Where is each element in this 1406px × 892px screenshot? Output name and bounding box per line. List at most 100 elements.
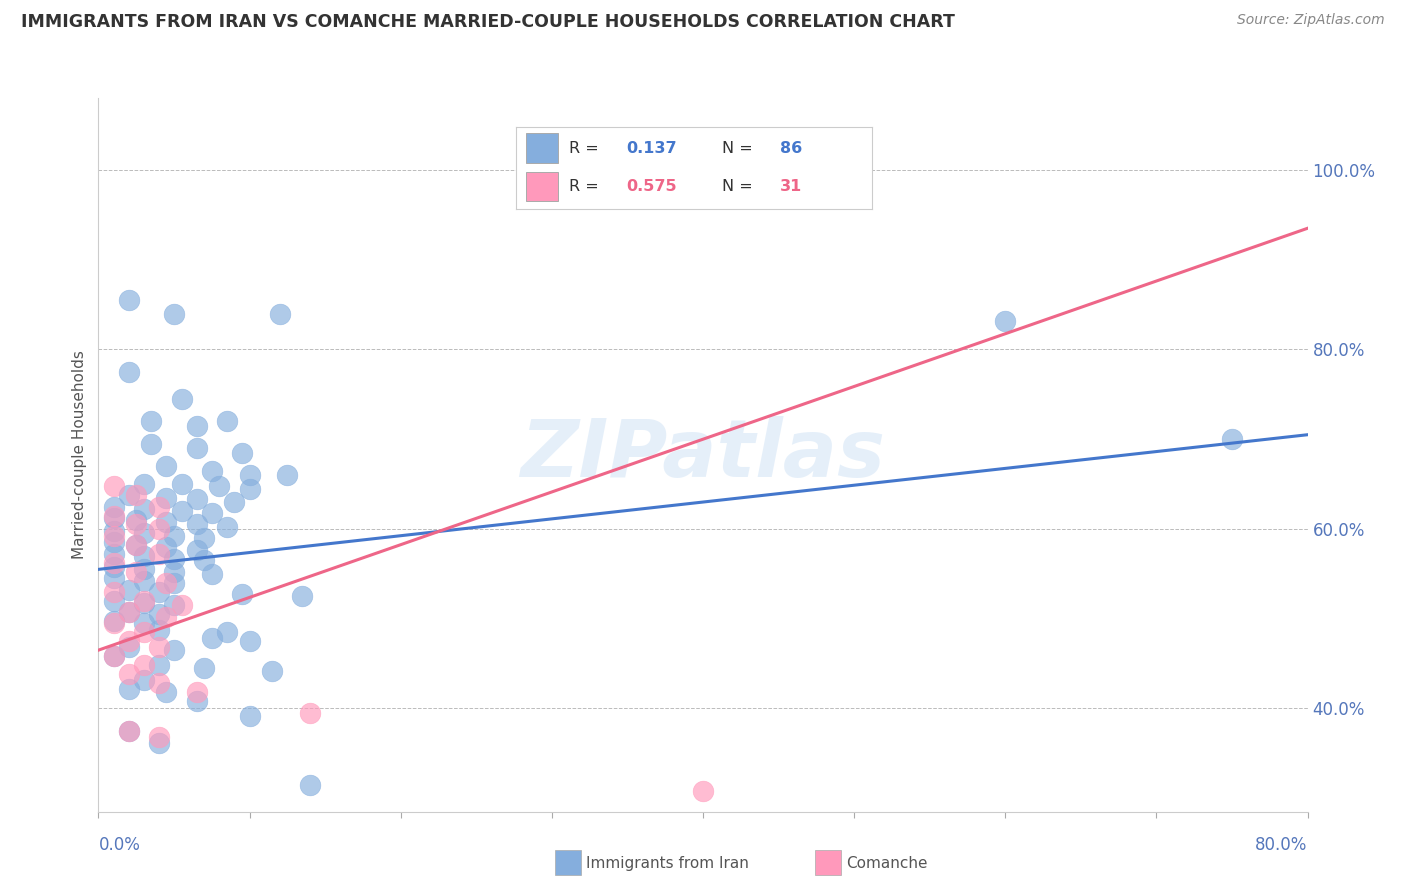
Point [186, 418, 208, 433]
Point [186, 685, 208, 699]
Point [163, 575, 186, 590]
Point [103, 529, 125, 543]
Point [155, 515, 177, 529]
Point [215, 414, 238, 428]
Point [186, 517, 208, 532]
Point [155, 575, 177, 590]
Point [132, 625, 155, 640]
Point [186, 492, 208, 507]
Point [125, 513, 148, 527]
Point [208, 479, 231, 493]
Point [155, 610, 177, 624]
Text: 0.0%: 0.0% [98, 836, 141, 854]
Point [148, 584, 170, 599]
Point [148, 676, 170, 690]
Point [132, 477, 155, 491]
Point [118, 605, 141, 619]
Point [103, 649, 125, 664]
Point [132, 502, 155, 516]
Point [132, 549, 155, 563]
Point [193, 553, 215, 567]
Point [170, 504, 193, 518]
Point [103, 508, 125, 523]
Point [103, 584, 125, 599]
Point [103, 559, 125, 574]
Point [103, 500, 125, 514]
Point [132, 596, 155, 610]
Point [118, 681, 141, 696]
Point [125, 538, 148, 552]
Point [103, 616, 125, 631]
Point [186, 542, 208, 557]
Point [103, 649, 125, 664]
Point [118, 488, 141, 502]
Point [148, 623, 170, 637]
Point [132, 594, 155, 608]
Point [170, 392, 193, 406]
Point [170, 599, 193, 613]
Point [148, 730, 170, 744]
Point [163, 599, 186, 613]
Point [1220, 432, 1243, 446]
Point [103, 524, 125, 538]
Text: Source: ZipAtlas.com: Source: ZipAtlas.com [1237, 13, 1385, 28]
Point [125, 517, 148, 532]
Point [262, 664, 284, 678]
Point [239, 482, 262, 496]
Text: 80.0%: 80.0% [1256, 836, 1308, 854]
Point [148, 500, 170, 514]
Point [118, 723, 141, 738]
Point [163, 529, 186, 543]
Point [186, 694, 208, 708]
Point [201, 506, 224, 520]
Point [148, 607, 170, 622]
Point [132, 562, 155, 576]
Point [231, 586, 253, 600]
Point [215, 520, 238, 534]
Point [103, 556, 125, 570]
Point [118, 605, 141, 619]
Point [155, 540, 177, 554]
Point [170, 477, 193, 491]
Point [125, 538, 148, 552]
Text: IMMIGRANTS FROM IRAN VS COMANCHE MARRIED-COUPLE HOUSEHOLDS CORRELATION CHART: IMMIGRANTS FROM IRAN VS COMANCHE MARRIED… [21, 13, 955, 31]
Point [215, 625, 238, 640]
Point [103, 511, 125, 525]
Point [118, 634, 141, 648]
Point [132, 574, 155, 588]
Text: Comanche: Comanche [846, 856, 928, 871]
Point [186, 441, 208, 455]
Point [193, 531, 215, 545]
Point [276, 468, 298, 483]
Point [155, 491, 177, 505]
Point [291, 589, 314, 603]
Point [201, 632, 224, 646]
Point [155, 459, 177, 474]
Point [163, 565, 186, 579]
Point [118, 723, 141, 738]
Point [163, 307, 186, 321]
Point [193, 661, 215, 675]
Point [118, 640, 141, 655]
Point [132, 526, 155, 541]
Point [148, 547, 170, 561]
Point [103, 547, 125, 561]
Point [163, 551, 186, 566]
Point [269, 307, 291, 321]
Point [118, 582, 141, 597]
Point [148, 736, 170, 750]
Point [224, 495, 246, 509]
Point [125, 488, 148, 502]
Point [299, 706, 322, 720]
Point [132, 673, 155, 687]
Point [201, 566, 224, 581]
Point [132, 616, 155, 631]
Point [103, 571, 125, 585]
Point [163, 643, 186, 657]
Point [231, 445, 253, 459]
Text: ZIPatlas: ZIPatlas [520, 416, 886, 494]
Point [103, 535, 125, 549]
Point [118, 365, 141, 379]
Y-axis label: Married-couple Households: Married-couple Households [72, 351, 87, 559]
Point [118, 667, 141, 681]
